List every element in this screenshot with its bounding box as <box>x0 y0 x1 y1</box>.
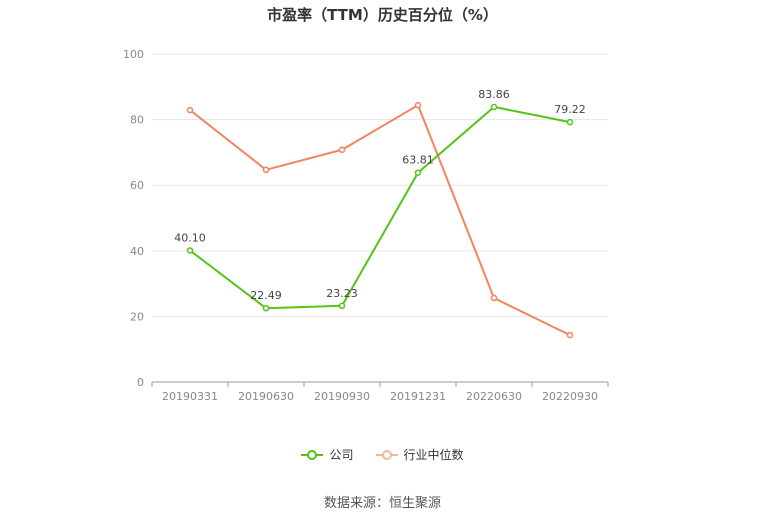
legend-industry-median-icon <box>375 449 398 460</box>
data-point-1 <box>566 331 574 339</box>
data-source: 数据来源：恒生聚源 <box>323 496 441 511</box>
data-label: 22.49 <box>250 289 282 302</box>
y-tick-label: 40 <box>130 245 144 258</box>
series-line-1 <box>189 103 571 336</box>
series-line-0 <box>189 105 571 310</box>
legend-item-company[interactable]: 公司 <box>301 446 354 463</box>
legend-industry-median-label: 行业中位数 <box>403 448 464 462</box>
x-tick-label: 20190630 <box>238 390 294 403</box>
data-point-1 <box>414 101 422 109</box>
legend-item-industry-median[interactable]: 行业中位数 <box>375 446 464 463</box>
y-tick-label: 60 <box>130 179 144 192</box>
chart-title: 市盈率（TTM）历史百分位（%） <box>267 6 498 24</box>
data-point-0 <box>186 247 194 254</box>
y-tick-label: 80 <box>130 114 144 127</box>
data-point-0 <box>262 304 270 312</box>
x-tick-label: 20220930 <box>542 390 598 403</box>
legend-company-label: 公司 <box>329 448 354 462</box>
y-tick-label: 20 <box>130 310 144 323</box>
x-tick-label: 20190331 <box>162 390 218 403</box>
data-point-0 <box>414 169 422 176</box>
y-tick-label: 100 <box>123 48 144 61</box>
legend: 公司 行业中位数 <box>0 446 765 463</box>
data-label: 83.86 <box>478 88 510 101</box>
data-point-0 <box>566 118 574 126</box>
x-tick-label: 20220630 <box>466 390 522 403</box>
y-tick-label: 0 <box>137 376 144 389</box>
x-tick-label: 20190930 <box>314 390 370 403</box>
data-label: 79.22 <box>554 103 586 116</box>
data-label: 23.23 <box>326 287 358 300</box>
data-point-1 <box>338 146 346 154</box>
data-point-1 <box>186 106 194 114</box>
line-chart: 0 20 40 60 80 100 20190331 20190630 20190930 2019… <box>123 48 609 403</box>
data-point-0 <box>338 302 346 310</box>
x-tick-label: 20191231 <box>390 390 446 403</box>
data-point-0 <box>490 103 498 111</box>
data-label: 63.81 <box>402 154 434 167</box>
legend-company-icon <box>301 449 324 460</box>
data-label: 40.10 <box>174 231 206 244</box>
data-point-1 <box>490 294 498 302</box>
data-point-1 <box>262 166 270 174</box>
